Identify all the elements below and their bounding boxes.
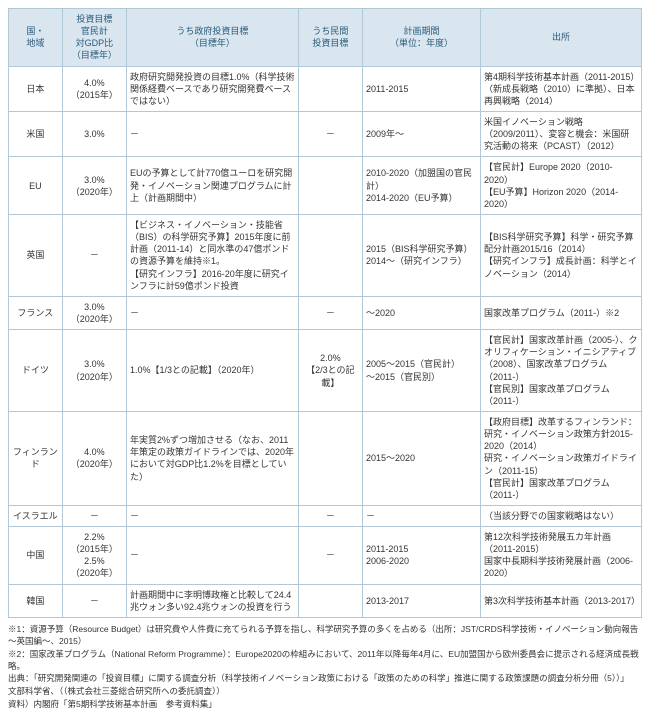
cell-country: 日本 [9,66,63,111]
cell-priv: 2.0%【2/3との記載】 [298,330,362,412]
cell-source: 【官民計】Europe 2020（2010-2020）【EU予算】Horizon… [481,157,642,215]
cell-country: イスラエル [9,505,63,526]
note-3: 出典：「研究開発関連の「投資目標」に関する調査分析（科学技術イノベーション政策に… [8,673,642,685]
cell-country: ドイツ [9,330,63,412]
cell-priv: － [298,505,362,526]
header-total-target: 投資目標官民計対GDP比（目標年） [62,9,126,67]
table-row: フィンランド4.0%（2020年）年実質2%ずつ増加させる（なお、2011年策定… [9,411,642,505]
cell-priv: － [298,111,362,156]
cell-period: 2011-20152006-2020 [363,527,481,585]
cell-gov: － [127,111,299,156]
cell-priv: － [298,296,362,329]
investment-targets-table: 国・地域 投資目標官民計対GDP比（目標年） うち政府投資目標（目標年） うち民… [8,8,642,618]
cell-gov: 【ビジネス・イノベーション・技能省（BIS）の科学研究予算】2015年度に前計画… [127,214,299,296]
cell-source: 【BIS科学研究予算】科学・研究予算配分計画2015/16（2014）【研究イン… [481,214,642,296]
table-row: イスラエル－－－－（当該分野での国家戦略はない） [9,505,642,526]
cell-gov: 政府研究開発投資の目標1.0%（科学技術関係経費ベースであり研究開発費ベースでは… [127,66,299,111]
cell-total: 2.2%（2015年）2.5%（2020年） [62,527,126,585]
note-2: ※2：国家改革プログラム（National Reform Programme）：… [8,649,642,673]
cell-period: 2015～2020 [363,411,481,505]
cell-period: 2013-2017 [363,584,481,617]
cell-source: 第3次科学技術基本計画（2013-2017） [481,584,642,617]
header-source: 出所 [481,9,642,67]
cell-total: 3.0%（2020年） [62,330,126,412]
note-5: 資料）内閣府「第5期科学技術基本計画 参考資料集」 [8,699,642,711]
cell-gov: 計画期間中に李明博政権と比較して24.4兆ウォン多い92.4兆ウォンの投資を行う [127,584,299,617]
cell-gov: EUの予算として計770億ユーロを研究開発・イノベーション関連プログラムに計上（… [127,157,299,215]
cell-period: － [363,505,481,526]
note-1: ※1：資源予算（Resource Budget）は研究費や人件費に充てられる予算… [8,624,642,648]
cell-total: 3.0%（2020年） [62,157,126,215]
cell-priv [298,214,362,296]
table-row: 中国2.2%（2015年）2.5%（2020年）－－2011-20152006-… [9,527,642,585]
cell-gov: － [127,296,299,329]
cell-source: 【官民計】国家改革計画（2005-）、クオリフィケーション・イニシアティブ（20… [481,330,642,412]
cell-country: フランス [9,296,63,329]
cell-total: 3.0% [62,111,126,156]
table-row: フランス3.0%（2020年）－－～2020国家改革プログラム（2011-）※2 [9,296,642,329]
cell-priv [298,584,362,617]
note-4: 文部科学省、（（株式会社三菱総合研究所への委託調査）） [8,686,642,698]
cell-country: フィンランド [9,411,63,505]
cell-period: 2010-2020（加盟国の官民計）2014-2020（EU予算） [363,157,481,215]
header-period: 計画期間（単位：年度） [363,9,481,67]
cell-priv [298,66,362,111]
cell-source: 米国イノベーション戦略（2009/2011）、変容と機会：米国研究活動の将来（P… [481,111,642,156]
cell-period: 2015（BIS科学研究予算）2014～（研究インフラ） [363,214,481,296]
table-row: ドイツ3.0%（2020年）1.0%【1/3との記載】（2020年）2.0%【2… [9,330,642,412]
table-row: 韓国－計画期間中に李明博政権と比較して24.4兆ウォン多い92.4兆ウォンの投資… [9,584,642,617]
cell-source: （当該分野での国家戦略はない） [481,505,642,526]
cell-total: 3.0%（2020年） [62,296,126,329]
cell-gov: － [127,527,299,585]
cell-country: 韓国 [9,584,63,617]
cell-source: 【政府目標】改革するフィンランド：研究・イノベーション政策方針2015-2020… [481,411,642,505]
cell-period: 2011-2015 [363,66,481,111]
cell-country: 米国 [9,111,63,156]
table-row: 日本4.0%（2015年）政府研究開発投資の目標1.0%（科学技術関係経費ベース… [9,66,642,111]
cell-source: 第12次科学技術発展五カ年計画（2011-2015）国家中長期科学技術発展計画（… [481,527,642,585]
cell-country: 英国 [9,214,63,296]
cell-source: 国家改革プログラム（2011-）※2 [481,296,642,329]
cell-gov: 年実質2%ずつ増加させる（なお、2011年策定の政策ガイドラインでは、2020年… [127,411,299,505]
cell-gov: － [127,505,299,526]
cell-total: － [62,214,126,296]
table-row: EU3.0%（2020年）EUの予算として計770億ユーロを研究開発・イノベーシ… [9,157,642,215]
header-country: 国・地域 [9,9,63,67]
cell-country: EU [9,157,63,215]
cell-priv: － [298,527,362,585]
table-row: 米国3.0%－－2009年～米国イノベーション戦略（2009/2011）、変容と… [9,111,642,156]
cell-gov: 1.0%【1/3との記載】（2020年） [127,330,299,412]
cell-priv [298,411,362,505]
cell-total: － [62,505,126,526]
cell-total: 4.0%（2020年） [62,411,126,505]
cell-period: ～2020 [363,296,481,329]
footnotes: ※1：資源予算（Resource Budget）は研究費や人件費に充てられる予算… [8,624,642,711]
cell-period: 2009年～ [363,111,481,156]
cell-country: 中国 [9,527,63,585]
header-priv-target: うち民間投資目標 [298,9,362,67]
table-row: 英国－【ビジネス・イノベーション・技能省（BIS）の科学研究予算】2015年度に… [9,214,642,296]
cell-period: 2005～2015（官民計）～2015（官民別） [363,330,481,412]
cell-source: 第4期科学技術基本計画（2011-2015）（新成長戦略（2010）に準拠）、日… [481,66,642,111]
cell-total: 4.0%（2015年） [62,66,126,111]
cell-priv [298,157,362,215]
header-gov-target: うち政府投資目標（目標年） [127,9,299,67]
cell-total: － [62,584,126,617]
